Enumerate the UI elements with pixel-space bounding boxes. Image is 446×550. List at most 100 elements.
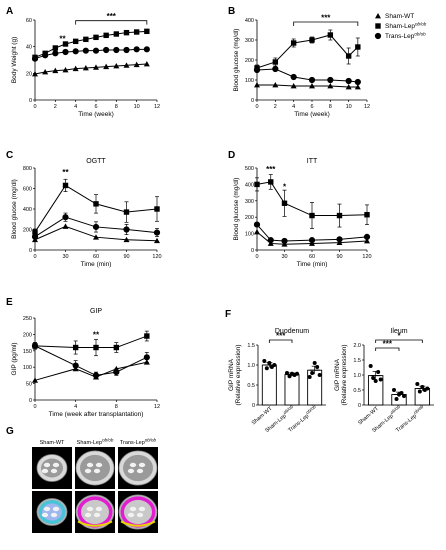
visceral-region	[123, 454, 153, 482]
subcutaneous-fat-overlay	[77, 520, 113, 527]
chart-e: 0 50 100 150 200 250 0 4 8 12 GIP Time (week after …	[11, 308, 160, 418]
data-point-triangle	[93, 234, 99, 240]
chart-c: 0 200 400 600 800 0 30 60 90 120 OGTT Time (min) Blo…	[11, 158, 162, 268]
data-point-circle	[92, 372, 100, 379]
chart-a: 0 20 40 60 0 2 4 6 8 10 12 Time (week) Body Weight (…	[11, 12, 160, 118]
y-tick-label: 0	[29, 248, 32, 254]
data-point-square	[345, 53, 352, 59]
y-tick-label: 150	[23, 349, 32, 355]
data-point-triangle	[133, 61, 140, 68]
data-point-triangle	[62, 223, 69, 229]
x-tick-label: 8	[115, 104, 118, 110]
panel-label-c: C	[6, 150, 13, 161]
y-tick-label: 0	[251, 98, 254, 104]
data-point-circle	[290, 73, 297, 81]
x-tick-label: 0	[33, 404, 36, 410]
series-line-circle	[256, 224, 368, 242]
x-tick-label: 90	[123, 254, 129, 260]
data-point	[272, 363, 277, 367]
data-point	[376, 370, 381, 374]
x-axis-label: Time (week)	[78, 111, 114, 118]
visceral-region	[42, 503, 62, 521]
x-tick-label: 4	[74, 404, 77, 410]
organ-blob	[50, 468, 58, 474]
y-tick-label: 600	[23, 187, 32, 193]
legend-marker-triangle	[375, 13, 381, 19]
y-axis-label: Blood glucose (mg/dl)	[233, 29, 240, 92]
y-tick-label: 400	[23, 207, 32, 213]
panel-label-b: B	[228, 6, 235, 17]
legend-label: Trans-Lepob/ob	[385, 32, 426, 41]
data-point	[267, 361, 272, 365]
data-point-circle	[143, 354, 150, 361]
series-line-triangle	[34, 63, 147, 75]
y-tick-label: 1.0	[353, 373, 361, 379]
panel-label-g: G	[6, 426, 14, 437]
data-point-square	[103, 32, 109, 39]
organ-blob	[95, 462, 103, 468]
y-tick-label: 250	[23, 316, 32, 322]
data-point-square	[144, 28, 150, 35]
organ-blob	[43, 506, 51, 512]
x-tick-label: 0	[33, 104, 36, 110]
x-tick-label: 6	[94, 104, 97, 110]
data-point	[378, 377, 383, 382]
data-point-circle	[52, 50, 59, 57]
data-point-square	[93, 344, 99, 351]
y-tick-label: 100	[245, 232, 254, 238]
data-point	[373, 379, 378, 383]
visceral-region	[81, 499, 109, 525]
data-point-triangle	[32, 71, 38, 77]
data-point-circle	[308, 76, 316, 84]
ct-scan-panel: Sham-WT Sham-Lepob/ob Trans-Lepob/ob	[32, 438, 158, 533]
data-point-circle	[327, 76, 334, 84]
data-point-triangle	[123, 62, 130, 68]
x-tick-label: 12	[154, 404, 160, 410]
significance-bracket	[293, 21, 359, 26]
data-point-circle	[253, 221, 261, 228]
organ-blob	[41, 468, 49, 474]
data-point-square	[154, 206, 160, 212]
x-tick-label: 10	[134, 104, 140, 110]
x-tick-label: 0	[255, 104, 258, 110]
data-point-triangle	[62, 67, 69, 73]
legend-marker-circle	[374, 32, 382, 40]
data-point-square	[327, 32, 334, 38]
y-axis-label: GIP mRNA(Relative expression)	[334, 344, 348, 405]
data-point	[402, 394, 406, 398]
data-point-square	[144, 333, 150, 339]
y-tick-label: 0	[29, 98, 32, 104]
x-tick-label: 6	[310, 104, 313, 110]
data-point-circle	[31, 55, 39, 62]
data-point	[317, 373, 322, 377]
significance-label: ***	[383, 340, 393, 349]
significance-label: ***	[266, 165, 276, 174]
significance-label: **	[62, 168, 69, 177]
x-axis-label: Time (min)	[297, 261, 328, 268]
subcutaneous-fat-overlay	[120, 520, 156, 527]
organ-blob	[84, 468, 92, 474]
organ-blob	[129, 462, 137, 468]
y-tick-label: 400	[245, 18, 254, 24]
x-tick-label: 30	[62, 254, 68, 260]
data-point-square	[309, 212, 315, 219]
data-point-circle	[253, 66, 261, 74]
organ-blob	[95, 506, 103, 512]
data-point-square	[268, 179, 274, 185]
data-point-triangle	[103, 63, 110, 70]
series-line-square	[256, 34, 359, 69]
organ-blob	[138, 506, 146, 512]
significance-label: ***	[276, 332, 286, 341]
y-tick-label: 300	[245, 38, 254, 44]
data-point	[264, 366, 269, 371]
data-point	[420, 385, 425, 389]
ct-header: Sham-WT	[40, 440, 65, 446]
data-point-triangle	[52, 67, 59, 74]
x-tick-label: 30	[281, 254, 287, 260]
ct-header: Trans-Lepob/ob	[120, 438, 157, 447]
data-point-triangle	[364, 237, 370, 244]
data-point-circle	[72, 48, 79, 55]
x-tick-label: 2	[274, 104, 277, 110]
significance-label: ***	[321, 14, 331, 23]
data-point-triangle	[42, 69, 49, 75]
